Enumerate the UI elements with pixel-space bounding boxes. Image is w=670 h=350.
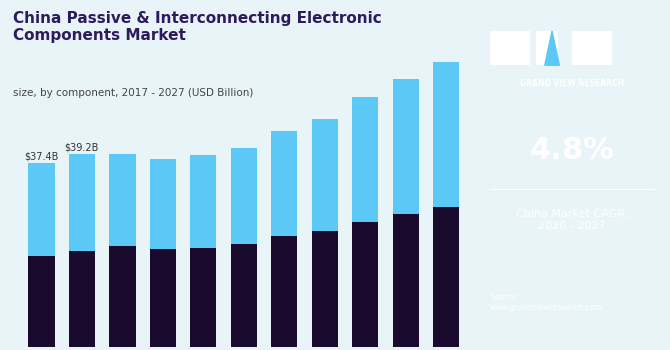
Bar <box>271 131 297 236</box>
Bar <box>190 155 216 247</box>
Text: size, by component, 2017 - 2027 (USD Billion): size, by component, 2017 - 2027 (USD Bil… <box>13 88 254 98</box>
Bar <box>433 62 460 207</box>
Bar <box>352 222 379 346</box>
Bar <box>28 256 54 346</box>
Bar <box>109 154 135 246</box>
Bar <box>69 154 95 251</box>
Bar <box>393 214 419 346</box>
Bar <box>352 97 379 222</box>
Bar <box>109 246 135 346</box>
Polygon shape <box>545 31 559 65</box>
Bar <box>433 207 460 346</box>
Bar <box>312 231 338 346</box>
Bar <box>69 251 95 346</box>
Bar <box>393 79 419 214</box>
FancyBboxPatch shape <box>535 31 557 65</box>
Bar <box>312 119 338 231</box>
FancyBboxPatch shape <box>572 31 612 65</box>
Bar <box>230 148 257 244</box>
Text: China Market CAGR,
2020 - 2027: China Market CAGR, 2020 - 2027 <box>516 209 628 231</box>
Bar <box>271 236 297 346</box>
FancyBboxPatch shape <box>490 31 530 65</box>
Text: GRAND VIEW RESEARCH: GRAND VIEW RESEARCH <box>520 79 624 88</box>
Bar <box>190 247 216 346</box>
Text: $37.4B: $37.4B <box>24 151 58 161</box>
Bar <box>28 163 54 256</box>
Bar <box>149 159 176 250</box>
Text: China Passive & Interconnecting Electronic
Components Market: China Passive & Interconnecting Electron… <box>13 10 382 43</box>
Bar <box>230 244 257 346</box>
Text: $39.2B: $39.2B <box>65 142 99 153</box>
Text: Source:
www.grandviewresearch.com: Source: www.grandviewresearch.com <box>490 293 602 312</box>
Bar <box>149 250 176 346</box>
Text: 4.8%: 4.8% <box>530 136 614 166</box>
